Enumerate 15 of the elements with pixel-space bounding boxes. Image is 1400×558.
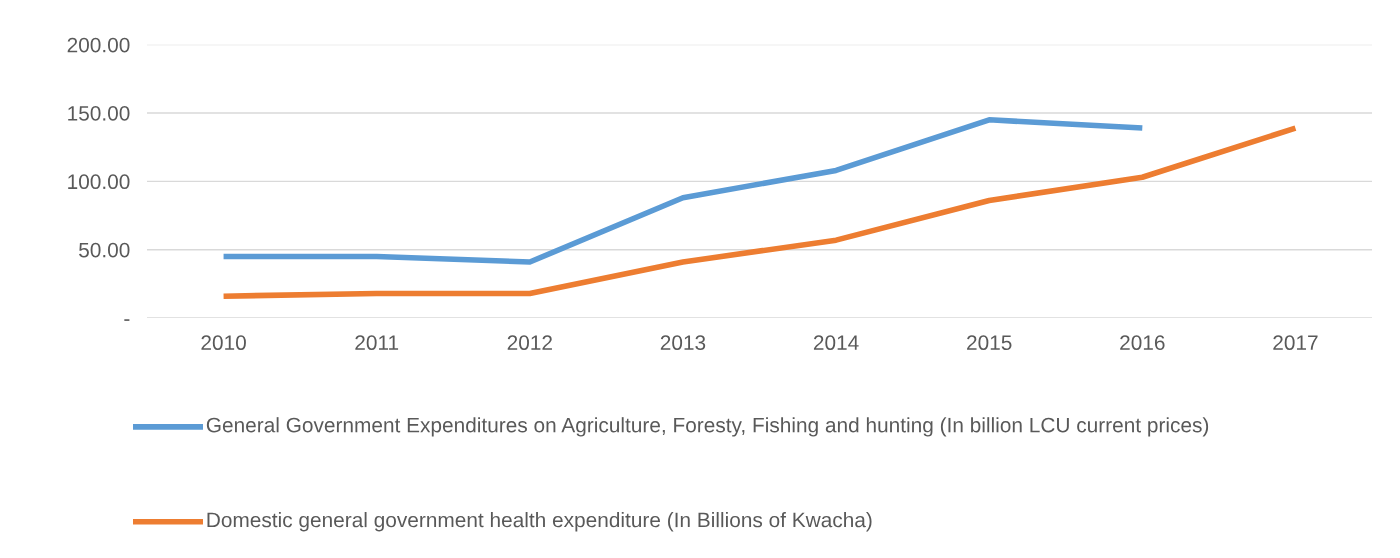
x-tick-label: 2016: [1120, 335, 1165, 351]
x-tick-label: 2017: [1273, 335, 1318, 351]
y-tick-label: 50.00: [79, 242, 130, 258]
x-tick-label: 2013: [660, 335, 706, 351]
y-tick-label: -: [124, 319, 130, 321]
y-tick-label: 100.00: [68, 174, 130, 190]
x-tick-label: 2012: [507, 335, 552, 351]
y-tick-label: 200.00: [67, 37, 130, 53]
x-tick-label: 2014: [813, 335, 859, 351]
x-tick-label: 2011: [355, 335, 399, 351]
x-tick-label: 2015: [967, 335, 1012, 351]
y-tick-label: 150.00: [68, 106, 130, 121]
legend-label: General Government Expenditures on Agriculture, Foresty, Fishing and hunting (In billion LCU current prices): [206, 417, 1209, 437]
legend-label: Domestic general government health expenditure (In Billions of Kwacha): [207, 512, 872, 532]
x-tick-label: 2010: [201, 335, 246, 351]
